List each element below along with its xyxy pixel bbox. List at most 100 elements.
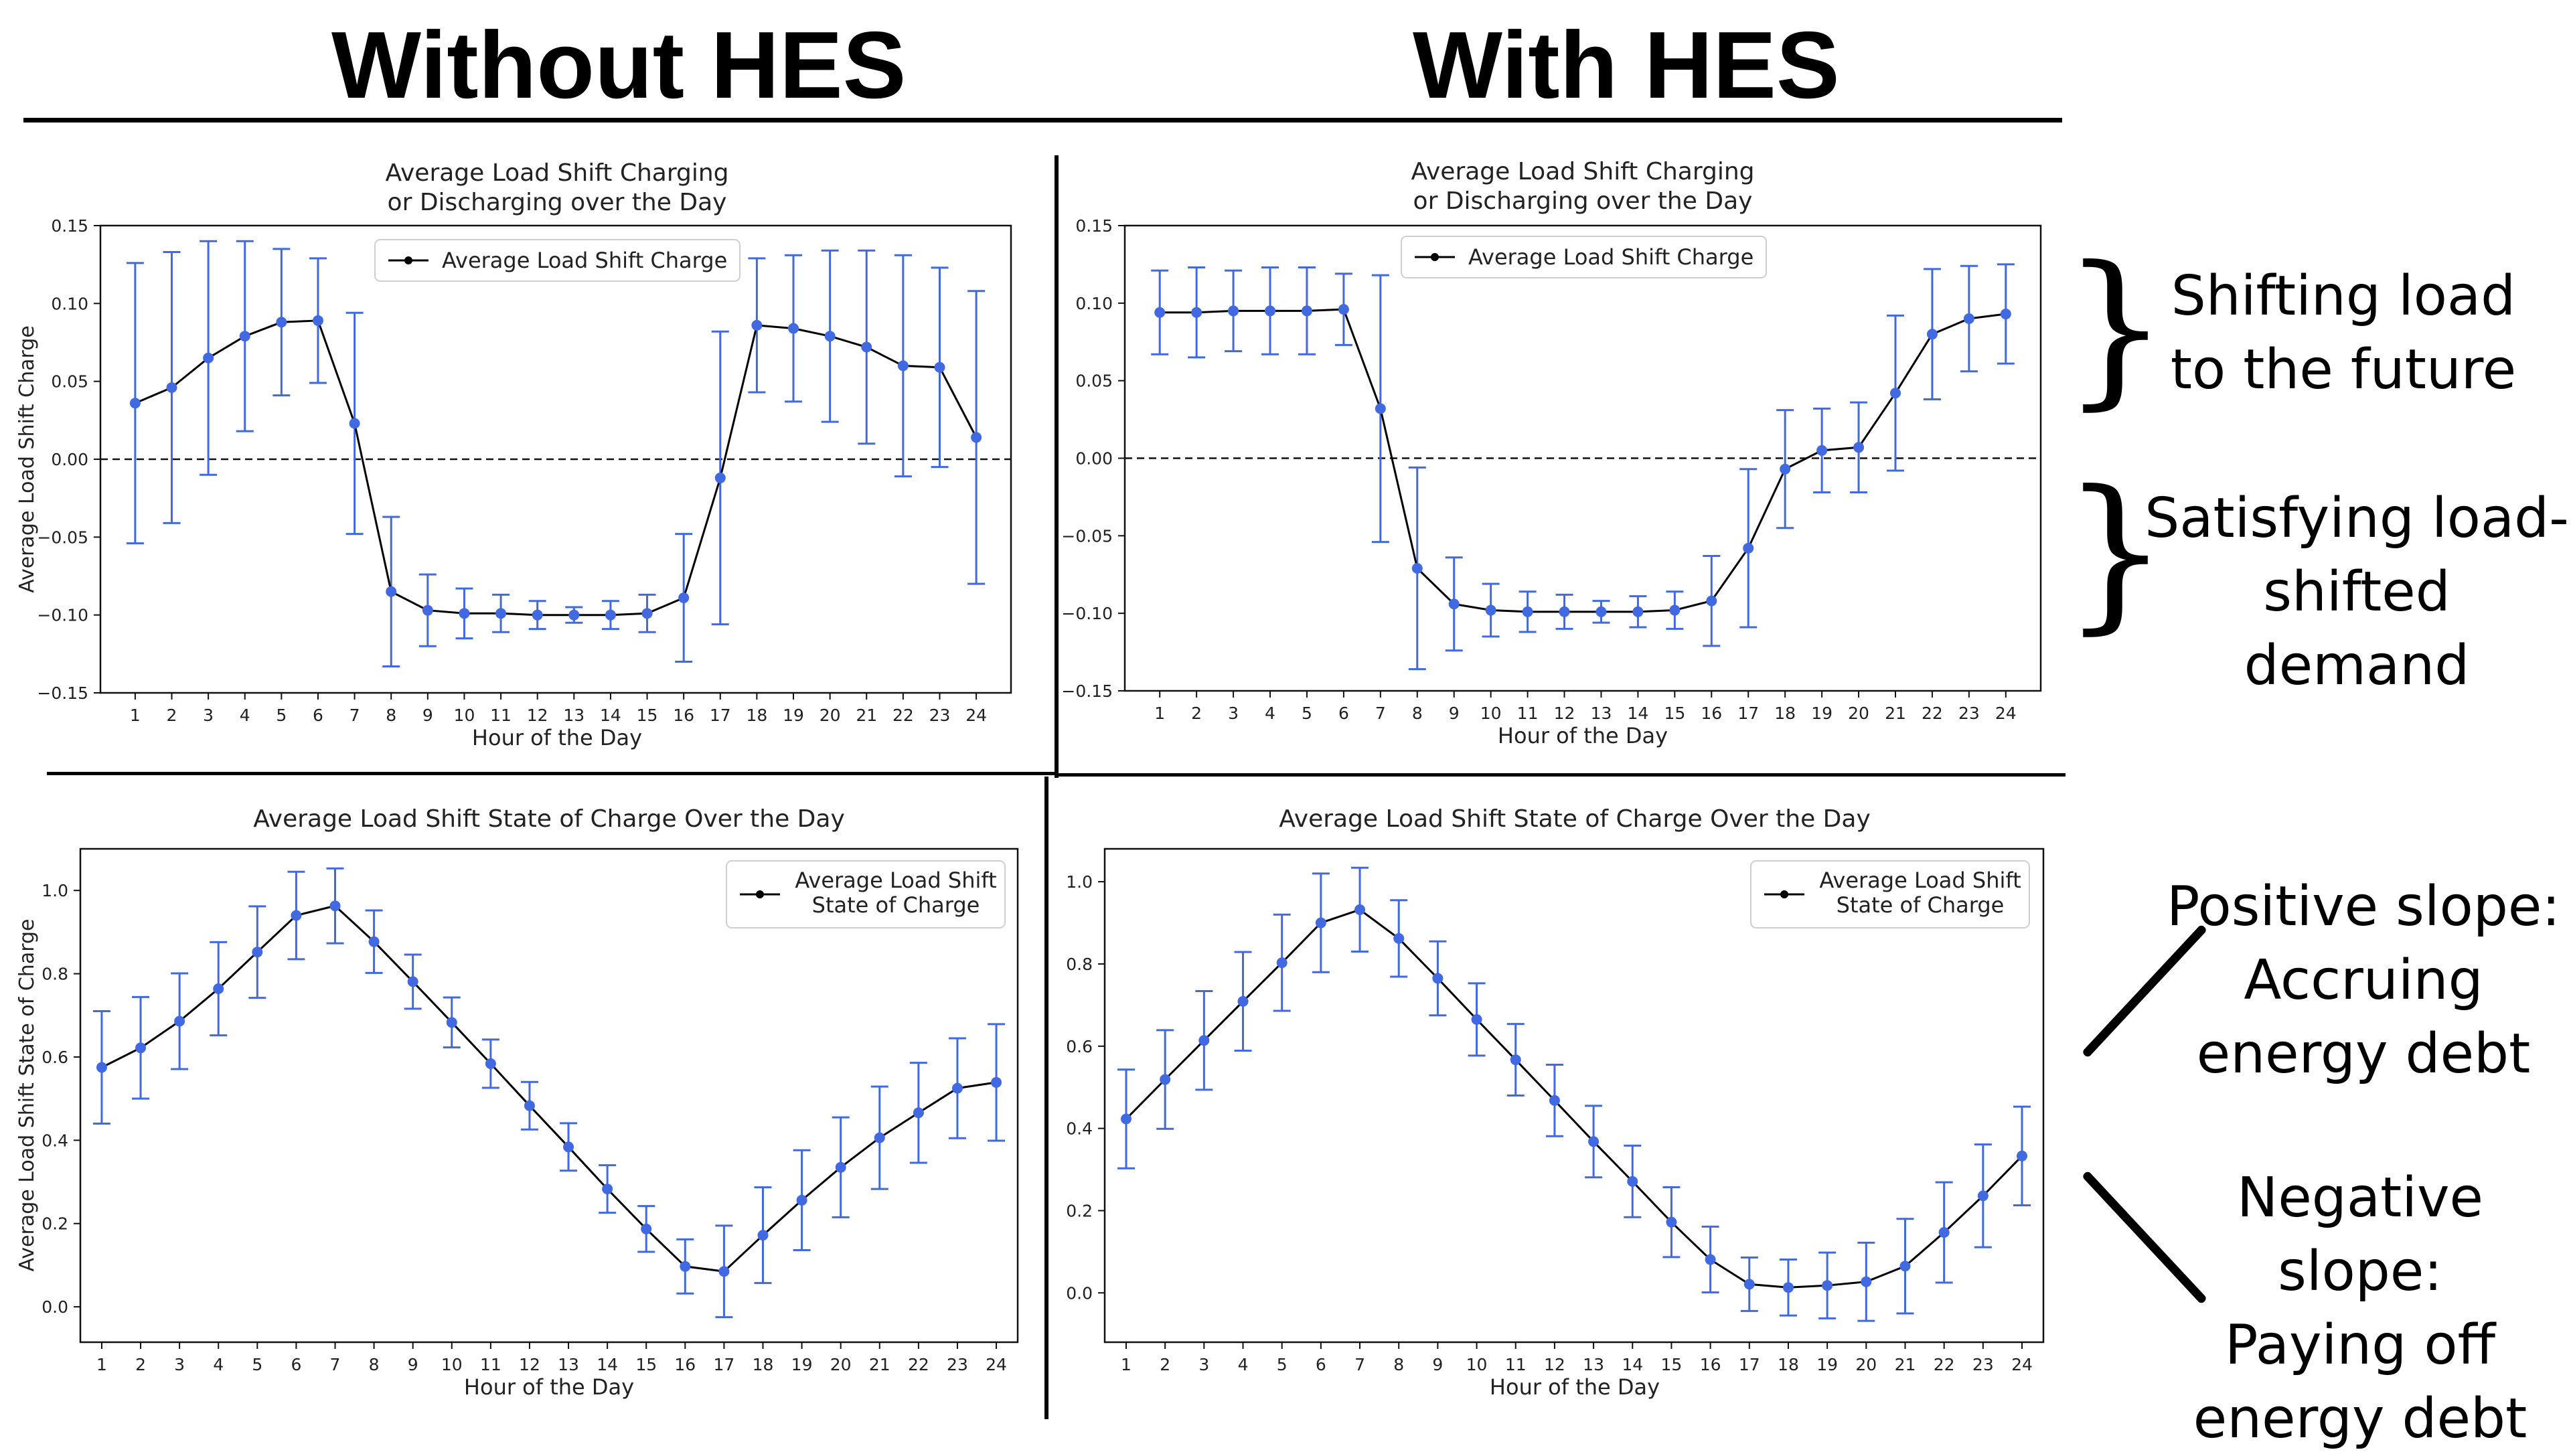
data-point [874,1132,885,1143]
x-tick-label: 19 [1811,704,1833,723]
data-point [495,608,507,619]
series-line [1125,908,2023,1289]
y-tick-label: 0.8 [1066,955,1093,974]
horizontal-divider-right [1055,773,2066,777]
x-tick-label: 5 [1277,1355,1288,1374]
y-tick-label: −0.15 [37,683,88,703]
data-point [1705,1254,1716,1265]
data-point [1666,1216,1677,1228]
x-tick-label: 9 [1449,704,1460,723]
data-point [1899,1261,1911,1272]
y-tick-label: 0.10 [51,294,88,313]
x-tick-label: 2 [167,706,177,725]
data-point [1782,1282,1794,1293]
data-point [459,608,470,619]
x-axis-label: Hour of the Day [464,1374,634,1400]
data-point [2000,309,2011,320]
x-tick-label: 24 [2011,1355,2033,1374]
annotation-line: Negative slope: [2237,1166,2483,1303]
data-point [991,1076,1002,1088]
plot-frame [1103,847,2045,1344]
x-tick-label: 19 [1816,1355,1838,1374]
x-tick-label: 15 [1664,704,1685,723]
x-tick-label: 2 [135,1355,146,1374]
y-tick-label: 0.8 [42,965,68,984]
data-point [312,315,323,326]
chart-title: Average Load Shift State of Charge Over … [1279,805,1871,833]
data-point [1977,1190,1989,1202]
x-tick-label: 6 [313,706,323,725]
y-axis-label: Average Load Shift State of Charge [15,918,39,1271]
data-point [129,398,141,409]
y-tick-label: 0.15 [51,216,88,236]
x-tick-label: 15 [635,1355,657,1374]
data-point [1375,403,1386,414]
data-point [407,976,418,987]
x-tick-label: 14 [1628,704,1649,723]
x-axis-label: Hour of the Day [1490,1374,1660,1400]
y-tick-label: 0.0 [42,1297,68,1317]
x-tick-label: 18 [753,1355,774,1374]
data-point [568,609,580,621]
x-tick-label: 4 [213,1355,224,1374]
x-tick-label: 17 [1737,704,1759,723]
y-tick-label: −0.05 [37,528,88,547]
x-tick-label: 3 [174,1355,185,1374]
legend-label: State of Charge [1837,892,2005,918]
data-point [1963,313,1974,324]
x-tick-label: 10 [1480,704,1502,723]
x-tick-label: 3 [1198,1355,1209,1374]
x-tick-label: 23 [1958,704,1980,723]
heading-without-hes: Without HES [331,12,907,118]
data-point [1198,1035,1210,1046]
data-point [1522,606,1533,617]
data-point [1411,562,1423,574]
brace-satisfying-demand: } [2062,455,2169,649]
x-tick-label: 10 [1466,1355,1488,1374]
vertical-divider-top [1055,155,1059,778]
data-point [252,947,263,958]
data-point [532,609,543,621]
data-point [951,1082,963,1094]
chart-title: Average Load Shift Charging [1411,158,1754,185]
data-point [1780,463,1791,475]
data-point [135,1042,147,1054]
annotation-line: Accruing [2244,949,2483,1012]
x-tick-label: 19 [791,1355,813,1374]
y-tick-label: 0.10 [1075,294,1113,313]
data-point [678,592,690,604]
heading-underline [23,118,2062,123]
data-point [166,382,177,393]
y-tick-label: 0.6 [1066,1037,1093,1056]
y-tick-label: 0.4 [42,1131,68,1150]
y-axis-label: Average Load Shift Charge [15,325,39,593]
data-point [718,1266,730,1277]
y-tick-label: 0.05 [51,372,88,392]
legend-marker-swatch [404,256,412,264]
heading-with-hes: With HES [1413,12,1840,118]
x-tick-label: 20 [830,1355,852,1374]
x-tick-label: 1 [1154,704,1165,723]
legend-box [1750,860,2030,928]
x-tick-label: 2 [1160,1355,1170,1374]
x-tick-label: 5 [1302,704,1312,723]
horizontal-divider-left [47,772,1055,775]
data-point [1938,1227,1950,1238]
data-point [714,472,726,483]
x-tick-label: 8 [1412,704,1423,723]
y-tick-label: −0.10 [1061,604,1113,623]
data-point [2017,1150,2028,1161]
x-tick-label: 20 [1855,1355,1877,1374]
x-tick-label: 1 [130,706,141,725]
y-tick-label: 0.15 [1075,216,1113,236]
data-point [1471,1014,1482,1025]
data-point [1485,604,1496,616]
data-point [1237,995,1249,1007]
data-point [1822,1280,1833,1291]
x-tick-label: 23 [1972,1355,1994,1374]
data-point [1448,598,1460,610]
annotation-line: Shifting load [2171,264,2516,328]
data-point [1191,307,1202,318]
x-tick-label: 23 [947,1355,968,1374]
x-tick-label: 17 [710,706,731,725]
